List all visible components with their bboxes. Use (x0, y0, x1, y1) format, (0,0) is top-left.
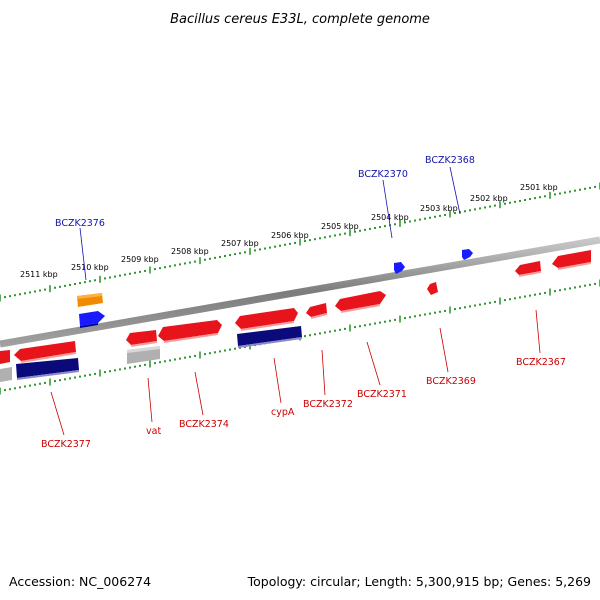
kbp-label-2501: 2501 kbp (520, 183, 558, 192)
accession-text: Accession: NC_006274 (9, 574, 151, 589)
gene-bczk2373-feature[interactable] (235, 308, 298, 331)
leader-line-bczk2374 (194, 371, 204, 416)
kbp-label-2511: 2511 kbp (20, 270, 58, 279)
gene-bczk2366-feature[interactable] (552, 250, 591, 270)
gene-bczk2377-feature[interactable] (14, 341, 76, 363)
label-bczk2369[interactable]: BCZK2369 (426, 376, 476, 387)
gene-bczk2369-feature[interactable] (427, 282, 438, 295)
label-bczk2371[interactable]: BCZK2371 (357, 389, 407, 400)
leader-line-vat (147, 377, 153, 423)
outer-features (77, 249, 473, 328)
leader-line-bczk2372 (321, 349, 326, 396)
label-vat[interactable]: vat (146, 426, 161, 437)
gene-cypa-feature[interactable] (237, 326, 302, 348)
gene-bczk2372-feature[interactable] (306, 303, 327, 319)
genome-backbone (0, 236, 600, 348)
kbp-label-2502: 2502 kbp (470, 194, 508, 203)
leader-line-bczk2368 (449, 166, 461, 215)
grey-feature-vat[interactable] (127, 346, 160, 364)
gene-bczk2371-feature[interactable] (335, 291, 386, 313)
gene-bczk2376-feature[interactable] (79, 311, 105, 328)
label-bczk2368[interactable]: BCZK2368 (425, 155, 475, 166)
inner-features (0, 250, 591, 382)
gene-bczk2375-feature[interactable] (126, 330, 157, 347)
label-bczk2367[interactable]: BCZK2367 (516, 357, 566, 368)
leader-line-bczk2376 (79, 227, 87, 281)
gene-bczk2377-navy-feature[interactable] (16, 358, 79, 380)
kbp-label-2510: 2510 kbp (71, 263, 109, 272)
leader-line-bczk2371 (366, 341, 381, 386)
kbp-label-2509: 2509 kbp (121, 255, 159, 264)
kbp-label-2504: 2504 kbp (371, 213, 409, 222)
label-bczk2370[interactable]: BCZK2370 (358, 169, 408, 180)
gene-bczk2374-feature[interactable] (158, 320, 222, 343)
outer-tick-ring (0, 182, 600, 302)
map-title: Bacillus cereus E33L, complete genome (170, 12, 430, 27)
orange-feature[interactable] (77, 293, 103, 307)
kbp-label-2503: 2503 kbp (420, 204, 458, 213)
gene-edge-red-feature[interactable] (0, 350, 10, 364)
label-bczk2372[interactable]: BCZK2372 (303, 399, 353, 410)
kbp-label-2506: 2506 kbp (271, 231, 309, 240)
label-bczk2374[interactable]: BCZK2374 (179, 419, 229, 430)
gene-bczk2368-feature[interactable] (462, 249, 473, 260)
label-cypa[interactable]: cypA (271, 407, 295, 418)
grey-edge-feature[interactable] (0, 367, 12, 382)
gene-bczk2367-feature[interactable] (515, 261, 541, 277)
label-bczk2377[interactable]: BCZK2377 (41, 439, 91, 450)
leader-line-bczk2370 (382, 179, 393, 239)
leader-line-bczk2369 (439, 327, 449, 373)
kbp-label-2507: 2507 kbp (221, 239, 259, 248)
leader-line-bczk2367 (535, 309, 541, 354)
kbp-scale-labels: 2501 kbp 2502 kbp 2503 kbp 2504 kbp 2505… (20, 183, 558, 279)
leader-line-cypa (273, 357, 282, 404)
gene-bczk2370-feature[interactable] (394, 262, 405, 274)
leader-lines (50, 166, 541, 436)
topology-summary: Topology: circular; Length: 5,300,915 bp… (247, 574, 591, 589)
label-bczk2376[interactable]: BCZK2376 (55, 218, 105, 229)
gene-labels: BCZK2368 BCZK2370 BCZK2376 BCZK2367 BCZK… (41, 155, 566, 450)
kbp-label-2508: 2508 kbp (171, 247, 209, 256)
kbp-label-2505: 2505 kbp (321, 222, 359, 231)
leader-line-bczk2377 (50, 391, 65, 436)
